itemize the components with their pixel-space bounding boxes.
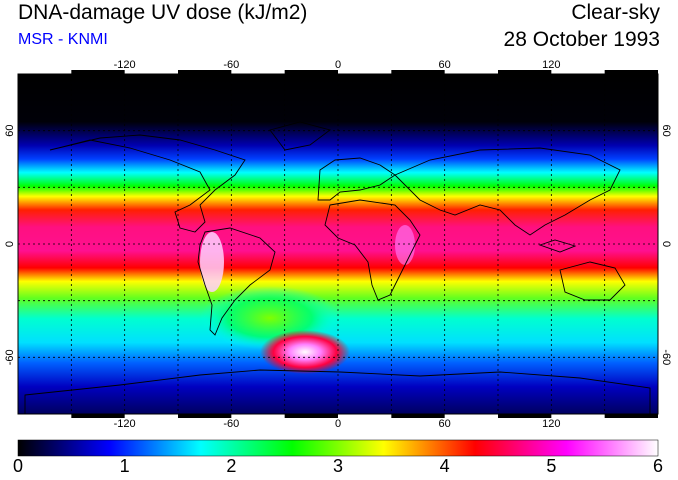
lon-tick-bottom: 60 [439, 418, 451, 430]
ozone-hole-hotspot [260, 330, 350, 374]
lat-tick-left: -60 [4, 349, 16, 365]
frame-tick-segment [284, 70, 338, 74]
colorbar-label: 6 [652, 456, 664, 476]
frame-tick-segment [391, 414, 445, 418]
lon-tick-top: -120 [114, 59, 136, 71]
lon-tick-top: 120 [542, 59, 560, 71]
colorbar-label: 1 [119, 456, 130, 476]
lat-tick-left: 60 [4, 125, 16, 137]
source-label: MSR - KNMI [18, 31, 108, 48]
colorbar-label: 0 [12, 456, 24, 476]
lon-tick-bottom: 120 [542, 418, 560, 430]
coastlines [24, 121, 651, 414]
map-title: DNA-damage UV dose (kJ/m2) [18, 1, 308, 24]
lon-tick-bottom: 0 [335, 418, 341, 430]
colorbar-label: 3 [332, 456, 344, 476]
colorbar-scale [17, 439, 659, 457]
lon-tick-bottom: -60 [223, 418, 239, 430]
frame-tick-segment [178, 70, 232, 74]
lat-tick-right: -60 [660, 349, 672, 365]
frame-tick-segment [71, 70, 125, 74]
lon-tick-top: 60 [439, 59, 451, 71]
lon-tick-top: -60 [223, 59, 239, 71]
frame-tick-segment [498, 70, 552, 74]
frame-tick-segment [498, 414, 552, 418]
graticule [18, 74, 658, 414]
date-label: 28 October 1993 [503, 28, 660, 51]
colorbar-label: 4 [439, 456, 450, 476]
frame-tick-segment [178, 414, 232, 418]
lat-tick-right: 60 [660, 125, 672, 137]
frame-tick-segment [604, 70, 658, 74]
lat-tick-left: 0 [4, 241, 16, 247]
frame-tick-segment [71, 414, 125, 418]
lat-tick-right: 0 [660, 241, 672, 247]
frame-tick-segment [604, 414, 658, 418]
condition-label: Clear-sky [571, 1, 660, 24]
frame-tick-segment [391, 70, 445, 74]
frame-ticks [71, 70, 658, 418]
frame-tick-segment [284, 414, 338, 418]
lon-tick-bottom: -120 [114, 418, 136, 430]
andes-hotspot [200, 232, 224, 292]
colorbar-label: 2 [226, 456, 237, 476]
lon-tick-top: 0 [335, 59, 341, 71]
colorbar-label: 5 [546, 456, 557, 476]
